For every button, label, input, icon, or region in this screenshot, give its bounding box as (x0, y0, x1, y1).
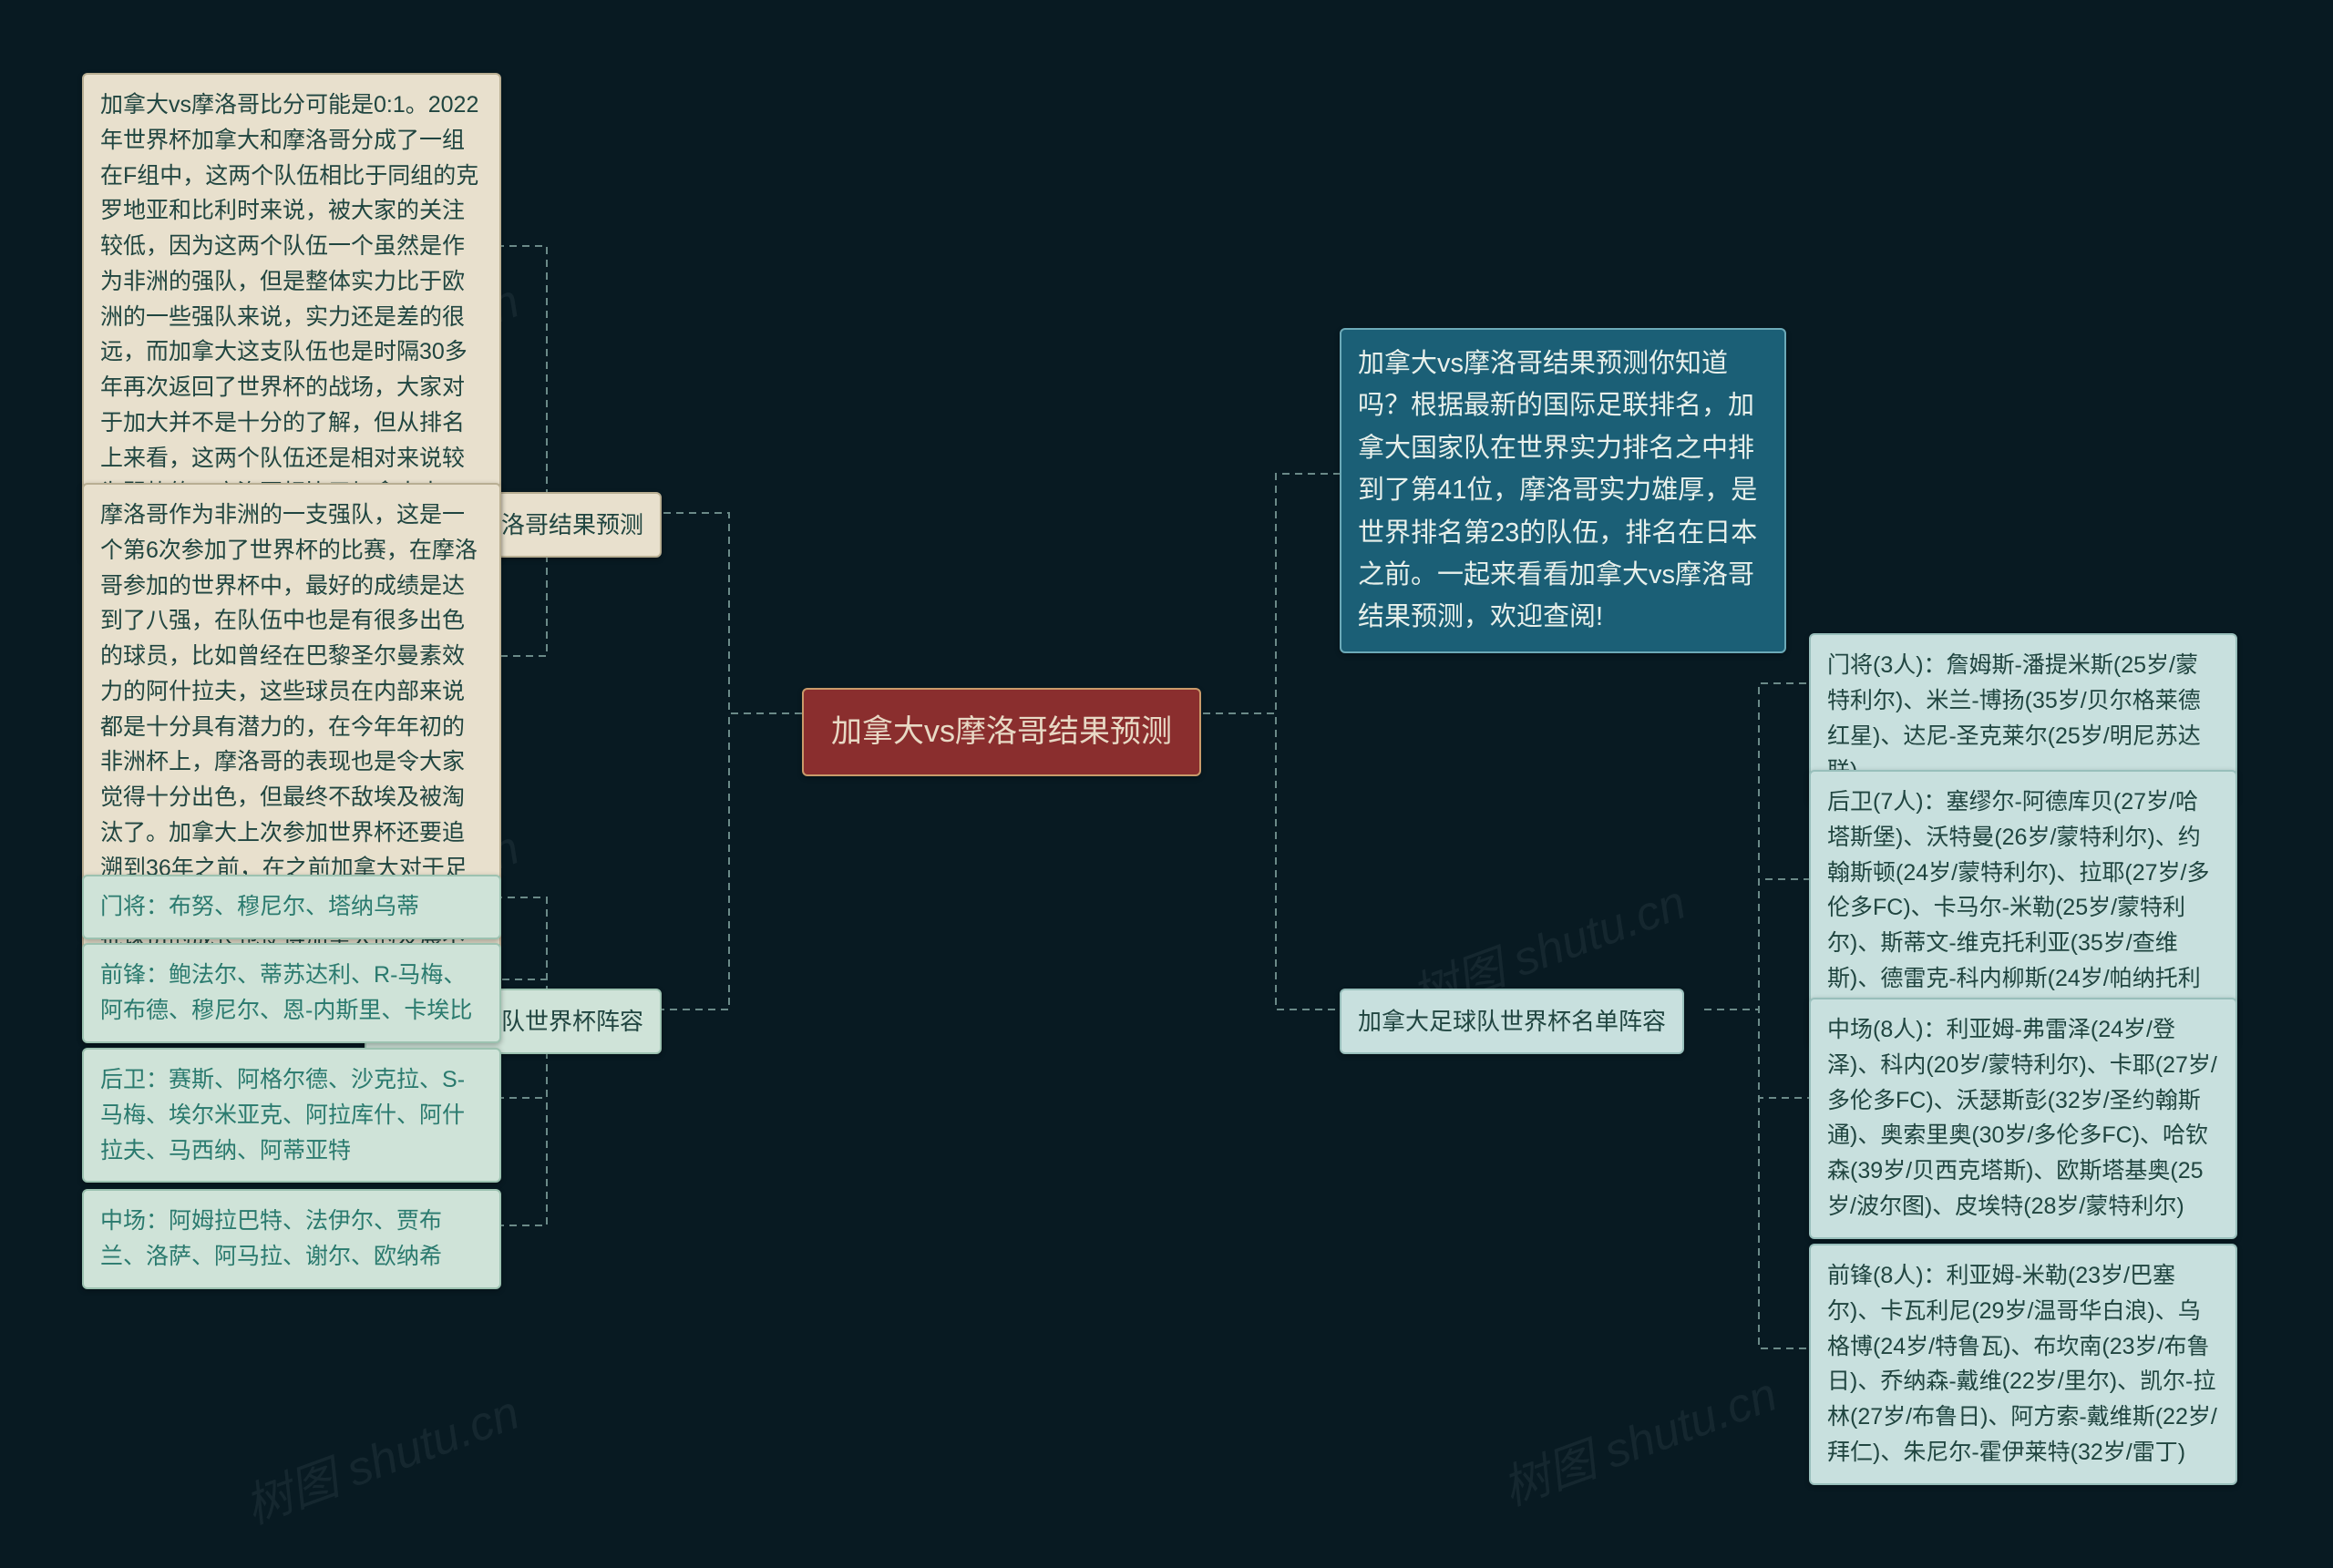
morocco-mf-prefix: 中场： (100, 1208, 169, 1234)
intro-node: 加拿大vs摩洛哥结果预测你知道吗？根据最新的国际足联排名，加拿大国家队在世界实力… (1340, 328, 1786, 653)
watermark: 树图 shutu.cn (1492, 1356, 1785, 1518)
morocco-fw-prefix: 前锋： (100, 962, 169, 988)
leaf-morocco-mf: 中场：阿姆拉巴特、法伊尔、贾布兰、洛萨、阿马拉、谢尔、欧纳希 (82, 1189, 501, 1289)
leaf-morocco-fw: 前锋：鲍法尔、蒂苏达利、R-马梅、阿布德、穆尼尔、恩-内斯里、卡埃比 (82, 943, 501, 1043)
root-node: 加拿大vs摩洛哥结果预测 (802, 688, 1201, 776)
leaf-morocco-df: 后卫：赛斯、阿格尔德、沙克拉、S-马梅、埃尔米亚克、阿拉库什、阿什拉夫、马西纳、… (82, 1048, 501, 1183)
leaf-morocco-gk: 门将：布努、穆尼尔、塔纳乌蒂 (82, 875, 501, 939)
morocco-gk-prefix: 门将： (100, 894, 169, 919)
watermark: 树图 shutu.cn (234, 1374, 528, 1536)
morocco-df-prefix: 后卫： (100, 1067, 169, 1092)
branch-canada: 加拿大足球队世界杯名单阵容 (1340, 989, 1684, 1054)
leaf-canada-fw: 前锋(8人)：利亚姆-米勒(23岁/巴塞尔)、卡瓦利尼(29岁/温哥华白浪)、乌… (1809, 1244, 2237, 1485)
leaf-canada-mf: 中场(8人)：利亚姆-弗雷泽(24岁/登泽)、科内(20岁/蒙特利尔)、卡耶(2… (1809, 998, 2237, 1239)
morocco-gk-body: 布努、穆尼尔、塔纳乌蒂 (169, 894, 419, 919)
